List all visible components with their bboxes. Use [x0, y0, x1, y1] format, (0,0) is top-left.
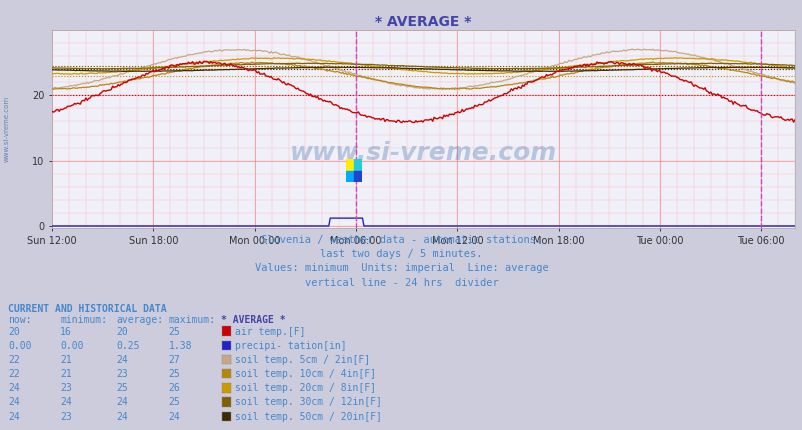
Text: 26: 26: [168, 383, 180, 393]
Title: * AVERAGE *: * AVERAGE *: [375, 15, 472, 29]
Text: www.si-vreme.com: www.si-vreme.com: [290, 141, 557, 165]
Text: 25: 25: [116, 383, 128, 393]
Text: average:: average:: [116, 315, 164, 326]
Text: 24: 24: [8, 383, 20, 393]
Text: soil temp. 5cm / 2in[F]: soil temp. 5cm / 2in[F]: [235, 355, 370, 365]
Text: 24: 24: [8, 412, 20, 422]
Text: 24: 24: [8, 397, 20, 408]
Text: soil temp. 20cm / 8in[F]: soil temp. 20cm / 8in[F]: [235, 383, 376, 393]
Text: now:: now:: [8, 315, 31, 326]
Bar: [354, 159, 362, 171]
Text: maximum:: maximum:: [168, 315, 216, 326]
Text: 23: 23: [116, 369, 128, 379]
Text: 0.00: 0.00: [60, 341, 83, 351]
Text: soil temp. 50cm / 20in[F]: soil temp. 50cm / 20in[F]: [235, 412, 382, 422]
Text: 24: 24: [116, 397, 128, 408]
Text: 27: 27: [168, 355, 180, 365]
Text: 22: 22: [8, 355, 20, 365]
Text: vertical line - 24 hrs  divider: vertical line - 24 hrs divider: [304, 277, 498, 288]
Text: air temp.[F]: air temp.[F]: [235, 326, 306, 337]
Text: 21: 21: [60, 355, 72, 365]
Text: 24: 24: [168, 412, 180, 422]
Text: 0.00: 0.00: [8, 341, 31, 351]
Text: soil temp. 30cm / 12in[F]: soil temp. 30cm / 12in[F]: [235, 397, 382, 408]
Text: 0.25: 0.25: [116, 341, 140, 351]
Text: 16: 16: [60, 326, 72, 337]
Bar: [354, 171, 362, 182]
Text: www.si-vreme.com: www.si-vreme.com: [3, 96, 10, 162]
Text: 20: 20: [8, 326, 20, 337]
Text: Slovenia / weather data - automatic stations.: Slovenia / weather data - automatic stat…: [261, 235, 541, 245]
Text: 25: 25: [168, 326, 180, 337]
Text: soil temp. 10cm / 4in[F]: soil temp. 10cm / 4in[F]: [235, 369, 376, 379]
Text: CURRENT AND HISTORICAL DATA: CURRENT AND HISTORICAL DATA: [8, 304, 167, 314]
Text: 1.38: 1.38: [168, 341, 192, 351]
Text: precipi- tation[in]: precipi- tation[in]: [235, 341, 346, 351]
Text: 21: 21: [60, 369, 72, 379]
Text: 24: 24: [116, 412, 128, 422]
Text: 20: 20: [116, 326, 128, 337]
Text: 25: 25: [168, 397, 180, 408]
Text: 24: 24: [116, 355, 128, 365]
Text: last two days / 5 minutes.: last two days / 5 minutes.: [320, 249, 482, 259]
Text: * AVERAGE *: * AVERAGE *: [221, 315, 285, 326]
Text: Values: minimum  Units: imperial  Line: average: Values: minimum Units: imperial Line: av…: [254, 263, 548, 273]
Bar: [346, 159, 354, 171]
Text: 24: 24: [60, 397, 72, 408]
Text: 23: 23: [60, 383, 72, 393]
Text: 23: 23: [60, 412, 72, 422]
Bar: [346, 171, 354, 182]
Text: minimum:: minimum:: [60, 315, 107, 326]
Text: 25: 25: [168, 369, 180, 379]
Text: 22: 22: [8, 369, 20, 379]
